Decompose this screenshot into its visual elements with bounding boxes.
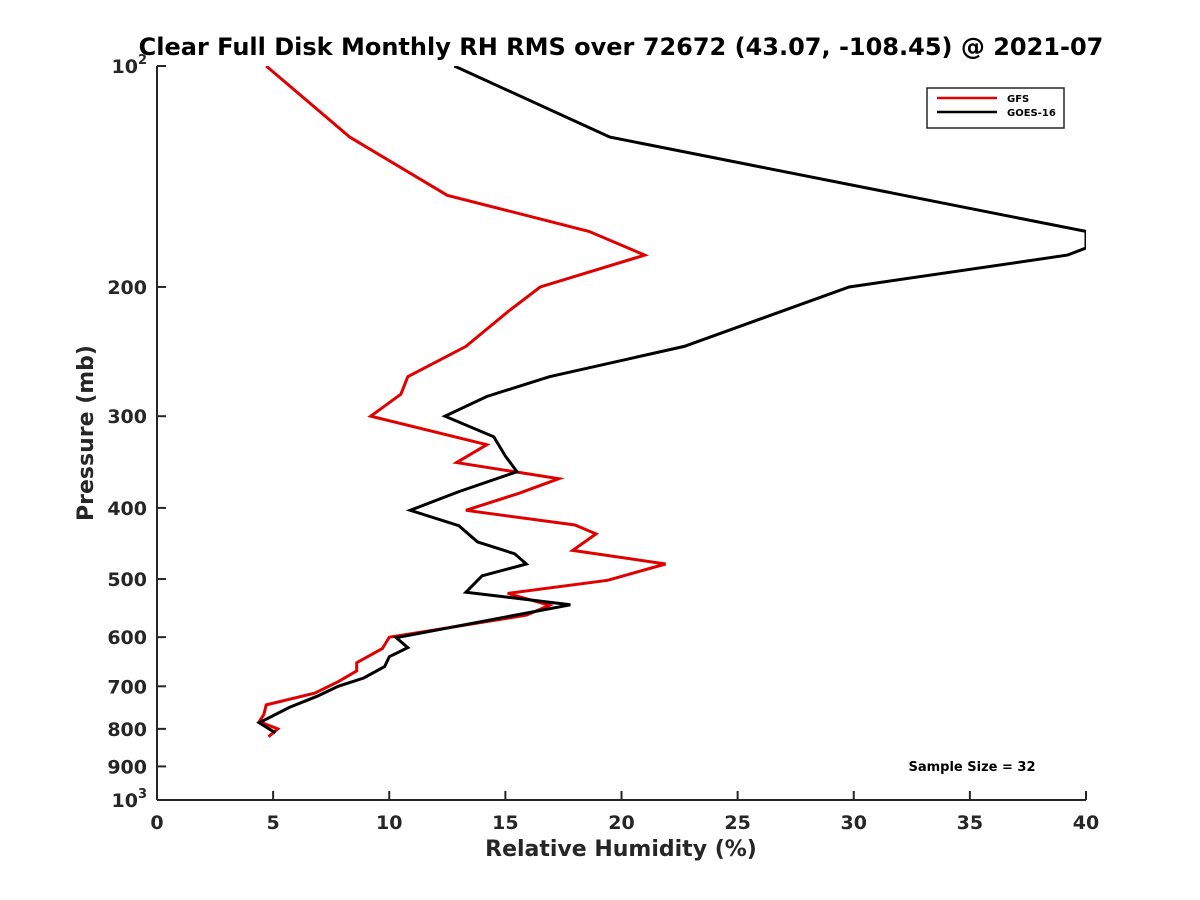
sample-size-annotation: Sample Size = 32: [908, 760, 1035, 775]
legend-box: [926, 87, 1065, 129]
y-tick-label: 300: [107, 406, 147, 428]
x-tick-label: 10: [376, 812, 402, 834]
y-tick-label: 700: [107, 676, 147, 698]
chart-title: Clear Full Disk Monthly RH RMS over 7267…: [139, 33, 1104, 61]
series-line-goes-16: [256, 66, 1086, 735]
x-tick-label: 35: [957, 812, 983, 834]
y-tick-label: 500: [107, 569, 147, 591]
legend-label: GOES-16: [1007, 108, 1056, 119]
x-tick-label: 5: [267, 812, 280, 834]
y-tick-label: 400: [107, 498, 147, 520]
x-tick-label: 30: [841, 812, 867, 834]
x-axis-label: Relative Humidity (%): [485, 837, 757, 862]
y-tick-label: 900: [107, 756, 147, 778]
x-tick-label: 25: [724, 812, 750, 834]
x-tick-label: 0: [150, 812, 163, 834]
y-tick-label: 600: [107, 627, 147, 649]
series-line-gfs: [256, 66, 667, 738]
legend-label: GFS: [1007, 94, 1029, 105]
y-axis-label: Pressure (mb): [74, 345, 99, 521]
x-tick-label: 20: [608, 812, 634, 834]
y-tick-label: 800: [107, 719, 147, 741]
plot-area: 0 5 10 15 20 25 30 35 40 102 200 300 400 500 600 700 800…: [107, 53, 1099, 834]
y-tick-label: 200: [107, 277, 147, 299]
y-tick-label: 102: [112, 53, 148, 78]
legend: GFS GOES-16: [926, 87, 1065, 129]
y-tick-label: 103: [112, 787, 148, 812]
x-tick-label: 15: [492, 812, 518, 834]
x-tick-label: 40: [1073, 812, 1099, 834]
